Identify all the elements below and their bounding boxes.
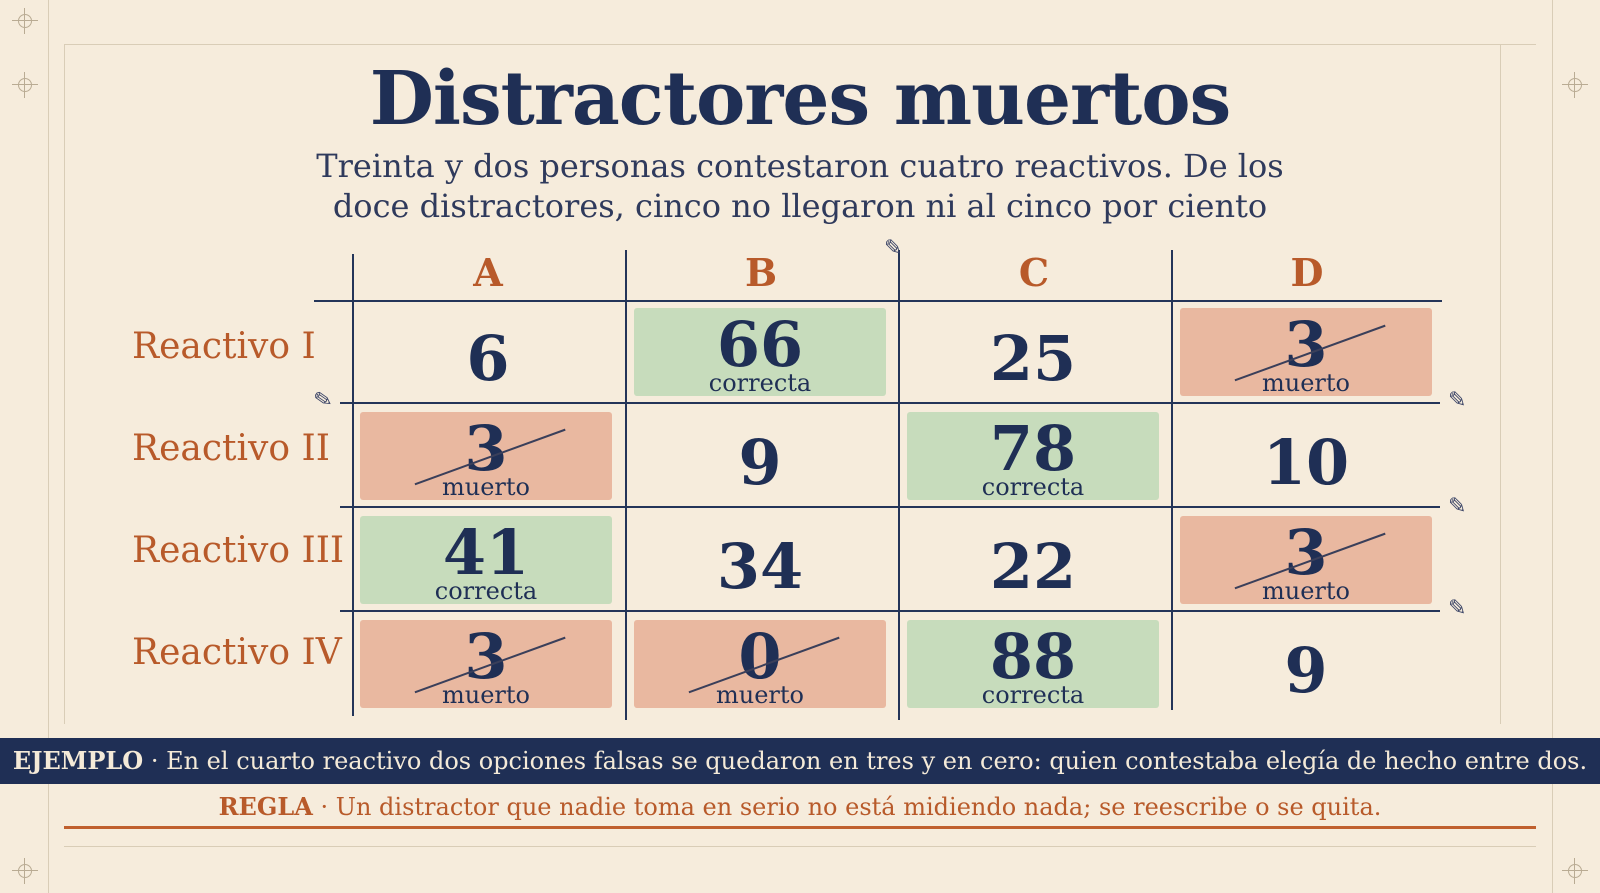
rule-text: Un distractor que nadie toma en serio no… <box>335 793 1382 821</box>
cell-reactivo-ii-a: 3 muerto <box>360 412 612 500</box>
pencil-icon: ✎ <box>1448 596 1467 621</box>
cell-reactivo-iii-a: 41 correcta <box>360 516 612 604</box>
cell-reactivo-i-c: 25 <box>907 308 1159 396</box>
correct-tag: correcta <box>981 681 1085 709</box>
crosshair-icon <box>12 858 38 884</box>
row-label-reactivo-ii: Reactivo II <box>132 428 330 469</box>
rule-underline <box>64 826 1536 829</box>
frame-right-line <box>1500 44 1501 724</box>
pencil-icon: ✎ <box>1448 494 1467 519</box>
column-header-d: D <box>1290 250 1324 295</box>
cell-value: 41 <box>442 516 530 589</box>
dead-tag: muerto <box>716 681 804 709</box>
example-banner: EJEMPLO · En el cuarto reactivo dos opci… <box>0 738 1600 784</box>
dead-tag: muerto <box>1262 577 1350 605</box>
cell-value: 10 <box>1262 426 1350 499</box>
cell-reactivo-ii-d: 10 <box>1180 412 1432 500</box>
column-header-c: C <box>1018 250 1050 295</box>
cell-value: 22 <box>989 530 1077 603</box>
frame-left-line <box>64 44 65 724</box>
column-header-b: B <box>744 250 778 295</box>
cell-value: 3 <box>1284 516 1328 589</box>
row-label-reactivo-iii: Reactivo III <box>132 530 345 571</box>
grid-horizontal-line <box>314 300 1442 302</box>
correct-tag: correcta <box>981 473 1085 501</box>
rule-line-text: REGLA · Un distractor que nadie toma en … <box>218 792 1382 821</box>
cell-value: 3 <box>464 412 508 485</box>
cell-value: 66 <box>716 308 804 381</box>
cell-reactivo-iv-a: 3 muerto <box>360 620 612 708</box>
example-text: En el cuarto reactivo dos opciones falsa… <box>166 747 1588 775</box>
pencil-icon: ✎ <box>884 236 903 261</box>
dead-tag: muerto <box>1262 369 1350 397</box>
pencil-icon: ✎ <box>311 386 335 415</box>
cell-reactivo-ii-b: 9 <box>634 412 886 500</box>
column-header-a: A <box>473 250 503 295</box>
frame-right-outer-line <box>1552 0 1553 893</box>
pencil-icon: ✎ <box>1448 388 1467 413</box>
cell-value: 0 <box>738 620 782 693</box>
page-title: Distractores muertos <box>369 56 1232 142</box>
example-label: EJEMPLO <box>12 746 144 775</box>
cell-reactivo-i-b: 66 correcta <box>634 308 886 396</box>
cell-value: 6 <box>466 322 510 395</box>
crosshair-icon <box>1562 858 1588 884</box>
cell-value: 88 <box>989 620 1077 693</box>
dead-tag: muerto <box>442 681 530 709</box>
cell-value: 3 <box>1284 308 1328 381</box>
correct-tag: correcta <box>708 369 812 397</box>
cell-reactivo-i-d: 3 muerto <box>1180 308 1432 396</box>
grid-horizontal-line <box>340 506 1440 508</box>
page-subtitle: Treinta y dos personas contestaron cuatr… <box>316 147 1284 225</box>
cell-reactivo-ii-c: 78 correcta <box>907 412 1159 500</box>
grid-vertical-line <box>1171 250 1173 710</box>
cell-reactivo-iii-c: 22 <box>907 516 1159 604</box>
cell-reactivo-iv-d: 9 <box>1180 620 1432 708</box>
cell-reactivo-i-a: 6 <box>362 308 614 396</box>
crosshair-icon <box>12 8 38 34</box>
cell-reactivo-iv-c: 88 correcta <box>907 620 1159 708</box>
cell-value: 78 <box>989 412 1077 485</box>
cell-reactivo-iii-b: 34 <box>634 516 886 604</box>
grid-vertical-line <box>625 250 627 720</box>
crosshair-icon <box>12 72 38 98</box>
frame-top-line <box>64 44 1536 45</box>
cell-value: 9 <box>1284 634 1328 707</box>
cell-value: 25 <box>989 322 1077 395</box>
grid-vertical-line <box>898 250 900 720</box>
cell-value: 34 <box>716 530 804 603</box>
cell-reactivo-iv-b: 0 muerto <box>634 620 886 708</box>
row-label-reactivo-i: Reactivo I <box>132 326 316 367</box>
grid-vertical-line <box>352 254 354 716</box>
crosshair-icon <box>1562 72 1588 98</box>
cell-reactivo-iii-d: 3 muerto <box>1180 516 1432 604</box>
frame-left-outer-line <box>48 0 49 893</box>
grid-horizontal-line <box>340 610 1440 612</box>
grid-horizontal-line <box>340 402 1440 404</box>
frame-bottom-line <box>64 846 1536 847</box>
dead-tag: muerto <box>442 473 530 501</box>
row-label-reactivo-iv: Reactivo IV <box>132 632 342 673</box>
correct-tag: correcta <box>434 577 538 605</box>
cell-value: 9 <box>738 426 782 499</box>
cell-value: 3 <box>464 620 508 693</box>
rule-label: REGLA <box>218 792 313 821</box>
